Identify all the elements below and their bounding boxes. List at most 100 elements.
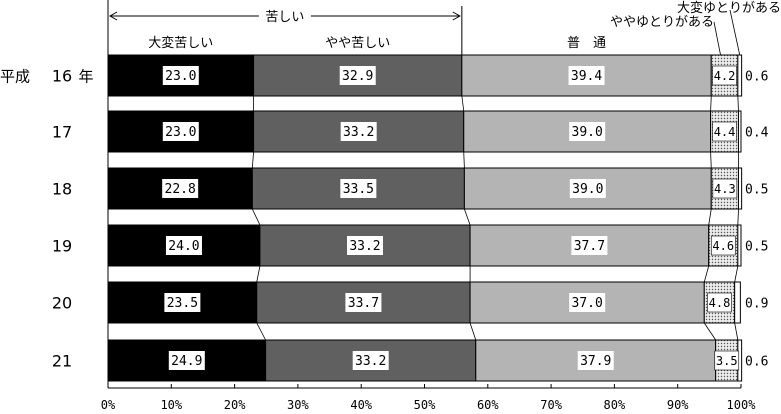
bar-segment: [737, 167, 743, 210]
connector-line: [469, 322, 477, 341]
data-label-box: [569, 293, 606, 312]
connector-line: [463, 151, 465, 169]
data-label-box: [345, 293, 382, 312]
bar-segment: [737, 54, 743, 97]
data-label: 39.4: [571, 69, 602, 84]
x-tick-label: 50%: [414, 398, 436, 412]
row-labels: 16 平成 年 17 18 19 20 21: [0, 67, 94, 371]
data-label: 37.9: [580, 354, 611, 369]
data-label: 0.6: [745, 70, 768, 85]
bar-segment: [737, 224, 742, 267]
connector-line: [734, 322, 739, 341]
data-label: 39.0: [572, 125, 603, 140]
connector-line: [737, 95, 739, 112]
data-label: 23.0: [165, 69, 196, 84]
data-label: 37.0: [572, 296, 603, 311]
data-label: 0.9: [745, 297, 768, 312]
x-tick-label: 0%: [101, 398, 116, 412]
series-name: ややゆとりがある: [610, 15, 714, 30]
data-label-box: [714, 350, 740, 371]
connector-line: [710, 95, 712, 112]
row-label: 20: [52, 294, 72, 313]
data-label: 3.5: [716, 354, 738, 368]
data-label: 37.7: [574, 239, 605, 254]
data-label-box: [712, 65, 737, 86]
data-labels: 23.0 32.9 39.4 4.2 0.6 23.0 33.2 39.0 4.4 0.4 22.8…: [162, 65, 769, 371]
connector-line: [734, 265, 739, 283]
connector-line: [703, 265, 710, 283]
row-label: 18: [52, 180, 72, 199]
data-label-box: [340, 122, 377, 141]
x-tick-label: 30%: [287, 398, 309, 412]
x-axis: 0% 10% 20% 30% 40% 50% 60% 70% 80% 90% 100%: [101, 384, 756, 412]
connector-line: [737, 208, 739, 226]
data-label: 22.8: [165, 182, 196, 197]
year-suffix: 年: [78, 68, 93, 86]
series-name: 大変苦しい: [148, 35, 213, 51]
data-label: 4.6: [712, 239, 734, 253]
era-label: 平成: [0, 68, 30, 86]
connector-line: [710, 151, 712, 169]
callout-line: [713, 21, 721, 56]
data-label: 33.2: [355, 354, 386, 369]
x-tick-label: 60%: [477, 398, 499, 412]
series-name: 普 通: [567, 36, 606, 51]
x-tick-label: 40%: [350, 398, 372, 412]
connector-line: [251, 151, 254, 169]
data-label-box: [346, 236, 383, 255]
connector-lines: [251, 95, 739, 341]
data-label: 4.4: [714, 125, 736, 139]
series-name: やや苦しい: [325, 35, 390, 51]
row-label: 17: [52, 123, 72, 142]
data-label-box: [162, 179, 199, 198]
data-label: 4.8: [709, 296, 731, 310]
data-label-box: [710, 235, 736, 256]
bar-segment: [734, 281, 741, 324]
bars: [107, 54, 743, 382]
data-label: 24.9: [171, 354, 202, 369]
connector-line: [256, 265, 261, 283]
arrow-left-icon: [108, 11, 118, 21]
data-label: 23.0: [165, 125, 196, 140]
data-label-box: [568, 66, 605, 85]
data-label: 4.2: [714, 69, 736, 83]
group-label: 苦しい: [265, 9, 304, 25]
data-label: 33.5: [343, 182, 374, 197]
row-label: 16: [52, 67, 72, 86]
data-label-box: [165, 236, 202, 255]
data-label-box: [707, 292, 732, 313]
data-label: 33.7: [348, 296, 379, 311]
data-label-box: [569, 179, 606, 198]
connector-line: [256, 322, 266, 341]
bar-segment: [737, 110, 742, 153]
row-label: 21: [52, 352, 72, 371]
x-tick-label: 20%: [224, 398, 246, 412]
x-tick-label: 100%: [727, 398, 757, 412]
data-label-box: [712, 121, 737, 142]
data-label-box: [569, 122, 606, 141]
data-label: 33.2: [349, 239, 380, 254]
data-label-box: [577, 351, 614, 370]
arrow-right-icon: [452, 11, 461, 21]
data-label: 0.5: [745, 183, 768, 198]
data-label: 24.0: [168, 239, 199, 254]
data-label: 32.9: [342, 69, 373, 84]
callout-line: [729, 9, 741, 56]
data-label: 0.6: [745, 355, 768, 370]
connector-line: [703, 322, 717, 341]
data-label: 33.2: [343, 125, 374, 140]
data-label: 4.3: [714, 182, 736, 196]
connector-line: [251, 208, 261, 226]
data-label-box: [340, 179, 377, 198]
data-label: 39.0: [572, 182, 603, 197]
data-label-box: [712, 178, 738, 199]
connector-line: [464, 208, 471, 226]
x-tick-label: 90%: [667, 398, 689, 412]
connector-line: [461, 95, 465, 112]
row-label: 19: [52, 237, 72, 256]
series-name: 大変ゆとりがある: [677, 0, 781, 16]
data-label-box: [164, 293, 201, 312]
x-tick-label: 70%: [540, 398, 562, 412]
data-label-box: [352, 351, 389, 370]
